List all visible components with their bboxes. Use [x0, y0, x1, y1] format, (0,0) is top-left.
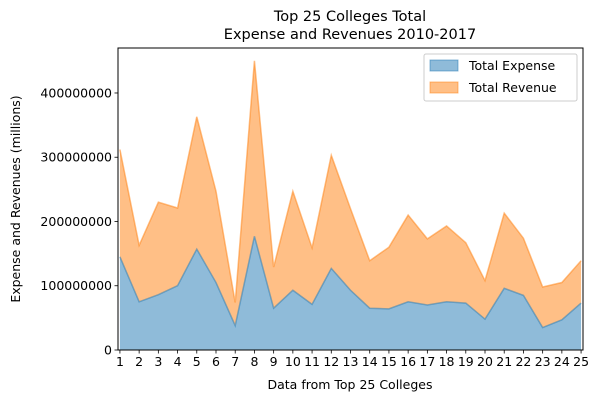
plot-lines	[119, 60, 582, 329]
x-tick-label: 24	[554, 354, 570, 369]
x-tick-label: 8	[250, 354, 258, 369]
legend-box	[423, 53, 578, 102]
legend-label-total-expense: Total Expense	[468, 58, 556, 73]
x-tick-label: 10	[285, 354, 301, 369]
chart-title-line-1: Top 25 Colleges Total	[273, 9, 426, 25]
legend: Total Expense Total Revenue	[423, 53, 578, 102]
x-tick-label: 16	[400, 354, 416, 369]
x-tick-label: 12	[323, 354, 339, 369]
x-tick-label: 6	[212, 354, 220, 369]
x-tick-label: 11	[304, 354, 320, 369]
x-tick-label: 21	[496, 354, 512, 369]
x-tick-label: 17	[419, 354, 435, 369]
legend-swatch-total-revenue	[429, 81, 459, 94]
plot-areas	[119, 60, 582, 350]
x-tick-label: 4	[174, 354, 182, 369]
y-tick-label: 100000000	[40, 278, 112, 293]
x-tick-label: 5	[193, 354, 201, 369]
x-tick-label: 14	[362, 354, 378, 369]
area-total-revenue	[119, 60, 582, 328]
y-tick-label: 400000000	[40, 85, 112, 100]
x-tick-label: 20	[477, 354, 493, 369]
legend-label-total-revenue: Total Revenue	[468, 80, 557, 95]
x-tick-label: 19	[458, 354, 474, 369]
x-tick-label: 22	[515, 354, 531, 369]
y-tick-label: 300000000	[40, 150, 112, 165]
x-tick-label: 13	[343, 354, 359, 369]
line-total-revenue	[119, 60, 582, 303]
y-axis-label: Expense and Revenues (millions)	[8, 95, 23, 302]
x-tick-label: 18	[439, 354, 455, 369]
x-tick-label: 9	[270, 354, 278, 369]
x-tick-label: 2	[135, 354, 143, 369]
x-axis-label: Data from Top 25 Colleges	[268, 377, 433, 392]
y-tick-label: 0	[104, 343, 112, 358]
x-tick-label: 15	[381, 354, 397, 369]
x-tick-label: 25	[573, 354, 589, 369]
chart-title-line-2: Expense and Revenues 2010-2017	[224, 27, 476, 43]
line-total-expense	[119, 236, 582, 329]
area-total-expense	[119, 236, 582, 350]
x-tick-label: 3	[154, 354, 162, 369]
x-tick-label: 23	[535, 354, 551, 369]
x-tick-label: 1	[116, 354, 124, 369]
x-axis: 1 2 3 4 5 6 7 8 9 10 11 12 13 14 15 16 17 18 19 20 21 22 23 24 2…	[116, 350, 589, 369]
x-tick-label: 7	[231, 354, 239, 369]
legend-swatch-total-expense	[429, 59, 459, 72]
y-tick-label: 200000000	[40, 214, 112, 229]
y-axis: 0 100000000 200000000 300000000 400000000	[40, 85, 118, 358]
